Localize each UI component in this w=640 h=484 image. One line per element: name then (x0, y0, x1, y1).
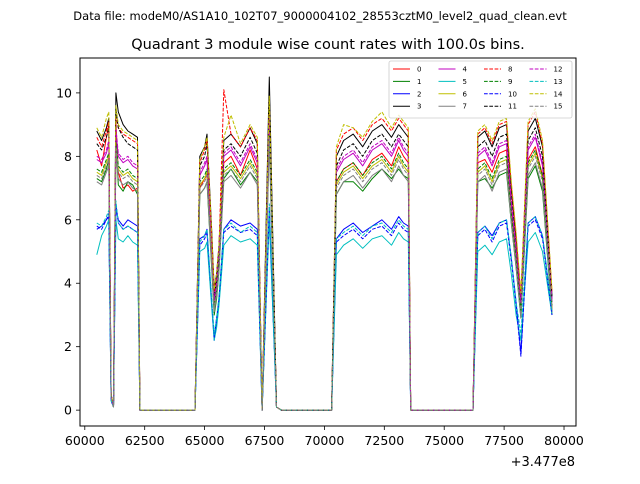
legend-label-6: 6 (463, 90, 468, 98)
x-tick-label: 60000 (65, 433, 105, 448)
series-line-4 (96, 117, 553, 411)
series-line-15 (96, 136, 553, 411)
legend-label-8: 8 (508, 66, 512, 74)
series-line-12 (96, 114, 553, 411)
suptitle: Data file: modeM0/AS1A10_102T07_90000041… (73, 9, 567, 23)
legend-label-3: 3 (417, 103, 421, 111)
series-line-5 (96, 219, 553, 411)
series-line-9 (96, 127, 553, 411)
y-tick-label: 8 (64, 149, 72, 164)
series-line-3 (96, 76, 553, 411)
chart-title: Quadrant 3 module wise count rates with … (131, 37, 525, 53)
series-line-0 (96, 108, 553, 411)
x-offset-label: +3.477e8 (511, 455, 575, 470)
legend-box (388, 60, 573, 119)
x-tick-label: 70000 (305, 433, 345, 448)
legend-label-13: 13 (554, 78, 563, 86)
series-line-14 (96, 95, 553, 411)
legend-label-7: 7 (463, 103, 467, 111)
x-axis: 60000 62500 65000 67500 70000 72500 75000 77500… (65, 426, 584, 448)
x-tick-label: 75000 (424, 433, 464, 448)
series-layer (96, 76, 553, 411)
legend-label-0: 0 (417, 66, 421, 74)
legend-label-1: 1 (417, 78, 421, 86)
legend-label-4: 4 (463, 66, 468, 74)
series-line-11 (96, 92, 553, 411)
legend-label-2: 2 (417, 90, 421, 98)
series-line-7 (96, 143, 553, 411)
legend-label-15: 15 (554, 103, 563, 111)
legend-label-11: 11 (508, 103, 517, 111)
y-tick-label: 4 (64, 276, 72, 291)
y-axis: 0 2 4 6 8 10 (56, 85, 80, 418)
y-tick-label: 2 (64, 339, 72, 354)
y-tick-label: 6 (64, 212, 72, 227)
x-tick-label: 65000 (185, 433, 225, 448)
series-line-6 (96, 130, 553, 411)
x-tick-label: 67500 (245, 433, 285, 448)
legend-label-14: 14 (554, 90, 563, 98)
legend-label-9: 9 (508, 78, 512, 86)
x-tick-label: 62500 (125, 433, 165, 448)
series-line-8 (96, 89, 553, 411)
x-tick-label: 80000 (544, 433, 584, 448)
plot-frame (79, 57, 577, 427)
x-tick-label: 72500 (364, 433, 404, 448)
legend-label-12: 12 (554, 66, 563, 74)
x-tick-label: 77500 (484, 433, 524, 448)
legend-label-5: 5 (463, 78, 467, 86)
series-line-2 (96, 206, 553, 411)
legend-label-10: 10 (508, 90, 517, 98)
y-tick-label: 10 (56, 85, 72, 100)
y-tick-label: 0 (64, 403, 72, 418)
series-line-10 (96, 203, 553, 411)
series-line-13 (96, 200, 553, 411)
series-line-1 (96, 136, 553, 411)
